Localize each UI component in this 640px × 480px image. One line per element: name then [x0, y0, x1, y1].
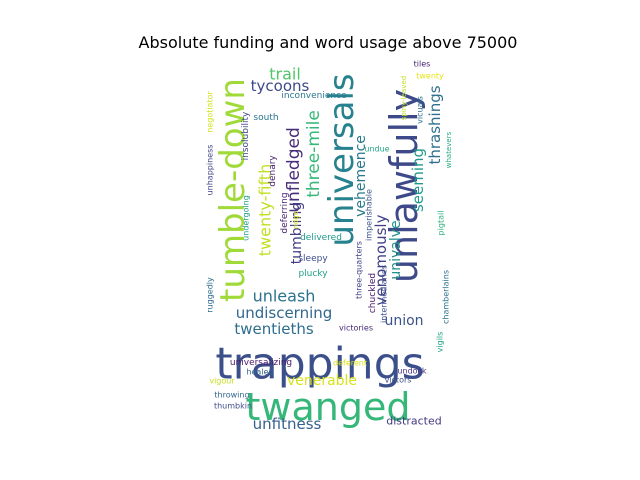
- word-universals: universals: [322, 73, 362, 246]
- word-whatevers: whatevers: [445, 131, 453, 168]
- word-undue: undue: [364, 145, 389, 154]
- word-chuckled: chuckled: [368, 273, 378, 313]
- word-unleash: unleash: [253, 287, 316, 306]
- word-twenty-fifth: twenty-fifth: [256, 164, 275, 256]
- word-denary: denary: [268, 155, 278, 187]
- word-unlawfully: unlawfully: [382, 89, 426, 283]
- word-victors: victors: [385, 376, 412, 385]
- word-ruggedly: ruggedly: [206, 277, 215, 313]
- word-delivered: delivered: [300, 233, 342, 243]
- word-pigtail: pigtail: [437, 211, 446, 236]
- word-twanged: twanged: [246, 385, 411, 429]
- word-unfitness: unfitness: [253, 415, 322, 433]
- word-south: south: [253, 113, 278, 123]
- word-spiny-leaved: spiny-leaved: [400, 76, 408, 120]
- word-trail: trail: [269, 65, 301, 84]
- word-venerable: venerable: [287, 373, 357, 389]
- word-intermediaries: intermediaries: [380, 265, 389, 323]
- word-vicuals: vicuals: [416, 96, 425, 124]
- word-distracted: distracted: [386, 415, 441, 428]
- word-inconvenience: inconvenience: [281, 91, 347, 101]
- word-insolubility: insolubility: [241, 111, 251, 160]
- word-tiles: tiles: [414, 60, 431, 69]
- word-chamberlains: chamberlains: [442, 270, 451, 324]
- word-negotiator: negotiator: [206, 91, 215, 133]
- word-throwing: throwing: [214, 391, 249, 400]
- word-vigils: vigils: [436, 332, 445, 353]
- word-healed: healed: [246, 368, 273, 377]
- word-undiscerning: undiscerning: [236, 304, 333, 322]
- word-twentieths: twentieths: [234, 320, 314, 338]
- word-undock: undock: [397, 367, 427, 376]
- word-plucky: plucky: [298, 269, 328, 279]
- word-tumble-down: tumble-down: [213, 78, 253, 302]
- chart-title: Absolute funding and word usage above 75…: [138, 33, 518, 52]
- word-sleepy: sleepy: [298, 254, 328, 264]
- word-venomously: venomously: [372, 214, 390, 305]
- word-twenty: twenty: [416, 72, 444, 81]
- word-undergoing: undergoing: [242, 195, 251, 241]
- word-unfledged: unfledged: [284, 127, 304, 213]
- word-trappings: trappings: [215, 339, 424, 390]
- word-vigour: vigour: [209, 377, 235, 386]
- word-deferring: deferring: [280, 192, 290, 233]
- word-thrashings: thrashings: [426, 85, 444, 164]
- word-seeming: seeming: [409, 148, 427, 212]
- word-three-quarters: three-quarters: [355, 241, 364, 299]
- word-tumbling: tumbling: [289, 202, 305, 264]
- word-three-mile: three-mile: [304, 110, 324, 198]
- word-unhappiness: unhappiness: [206, 145, 215, 196]
- word-universalizing: universalizing: [230, 358, 292, 368]
- word-univalve: univalve: [388, 220, 404, 279]
- word-ridge: ridge: [292, 211, 300, 229]
- word-deferent: deferent: [333, 359, 367, 368]
- word-imperishable: imperishable: [365, 189, 374, 241]
- word-union: union: [384, 313, 423, 329]
- word-vehemence: vehemence: [353, 135, 369, 217]
- word-victories: victories: [339, 324, 373, 333]
- word-tycoons: tycoons: [251, 77, 310, 95]
- word-thumbkin: thumbkin: [214, 402, 252, 411]
